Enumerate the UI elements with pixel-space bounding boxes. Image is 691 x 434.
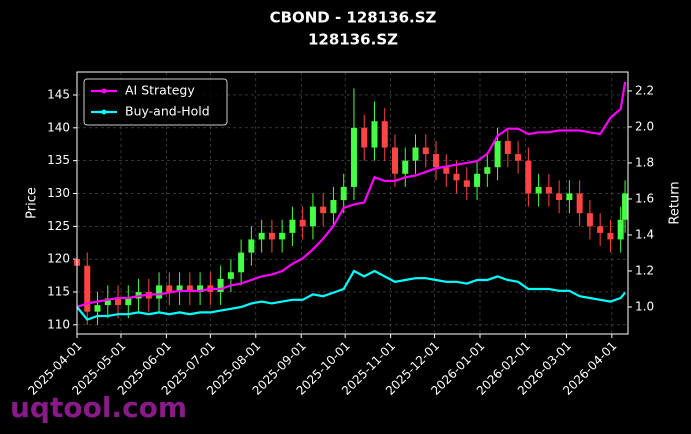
candle-body xyxy=(576,193,583,214)
candle-body xyxy=(622,193,629,220)
candle-body xyxy=(545,186,552,194)
y-tick-label: 115 xyxy=(47,284,70,298)
legend-label: Buy-and-Hold xyxy=(125,104,210,119)
candle-body xyxy=(474,173,481,187)
line-series xyxy=(76,81,627,309)
y-tick-label: 140 xyxy=(47,120,70,134)
candle-body xyxy=(494,140,501,168)
legend-marker xyxy=(101,88,107,94)
candle-body xyxy=(535,186,542,194)
candle-body xyxy=(115,298,122,306)
y2-axis-label: Return xyxy=(668,181,683,224)
y2-tick-label: 2.0 xyxy=(635,119,654,133)
candle-body xyxy=(586,213,593,227)
candle-body xyxy=(422,147,429,155)
candle-body xyxy=(597,226,604,233)
legend: AI Strategy Buy-and-Hold xyxy=(83,78,228,126)
line-series xyxy=(76,269,626,321)
candle-body xyxy=(391,147,398,174)
candle-body xyxy=(330,200,337,214)
y2-tick-label: 1.8 xyxy=(635,155,654,169)
candle-body xyxy=(104,298,111,306)
watermark: uqtool.com xyxy=(10,391,187,424)
candle-body xyxy=(125,298,132,306)
candle-body xyxy=(166,285,173,292)
candle-body xyxy=(463,180,470,187)
y-tick-label: 135 xyxy=(47,153,70,167)
candle-body xyxy=(94,305,101,312)
candle-body xyxy=(309,206,316,227)
candle-body xyxy=(556,193,563,201)
candle-body xyxy=(525,160,532,194)
candle-body xyxy=(258,232,265,240)
candle-body xyxy=(443,167,450,174)
candle-body xyxy=(289,219,296,233)
y-tick-label: 145 xyxy=(47,87,70,101)
y-axis-label: Price xyxy=(25,187,40,219)
y2-tick-label: 1.4 xyxy=(635,227,654,241)
candle-body xyxy=(238,252,245,273)
y-tick-label: 120 xyxy=(47,252,70,266)
candle-body xyxy=(227,272,234,279)
candle-body xyxy=(381,121,388,148)
candle-body xyxy=(84,265,91,312)
candle-body xyxy=(268,232,275,240)
candle-body xyxy=(402,160,409,174)
candle-body xyxy=(176,285,183,292)
plot-frame xyxy=(76,71,629,335)
y-tick-label: 130 xyxy=(47,186,70,200)
candle-body xyxy=(433,154,440,168)
candle-body xyxy=(607,232,614,240)
candle-body xyxy=(484,167,491,174)
candle-body xyxy=(453,173,460,181)
legend-box xyxy=(83,78,228,126)
candle-body xyxy=(197,285,204,292)
candle-body xyxy=(299,219,306,227)
candle-body xyxy=(186,285,193,292)
candle-body xyxy=(515,154,522,161)
candle-body xyxy=(340,186,347,201)
chart-title: CBOND - 128136.SZ xyxy=(270,9,437,27)
candle-body xyxy=(617,219,624,240)
candle-body xyxy=(361,127,368,148)
candle-body xyxy=(248,239,255,253)
candle-body xyxy=(350,127,357,187)
y2-tick-label: 1.2 xyxy=(635,263,654,277)
y-tick-label: 110 xyxy=(47,317,70,331)
y2-tick-label: 1.6 xyxy=(635,191,654,205)
legend-label: AI Strategy xyxy=(125,83,195,98)
candle-body xyxy=(566,193,573,201)
candle-body xyxy=(320,206,327,214)
candle-body xyxy=(412,147,419,161)
y2-tick-label: 1.0 xyxy=(635,299,654,313)
candle-body xyxy=(156,285,163,299)
candle-body xyxy=(504,140,511,155)
chart-subtitle: 128136.SZ xyxy=(308,31,398,49)
legend-marker xyxy=(101,109,107,115)
y-tick-label: 125 xyxy=(47,219,70,233)
candle-body xyxy=(279,232,286,240)
candle-body xyxy=(217,278,224,292)
candle-body xyxy=(371,121,378,148)
y2-tick-label: 2.2 xyxy=(635,83,654,97)
